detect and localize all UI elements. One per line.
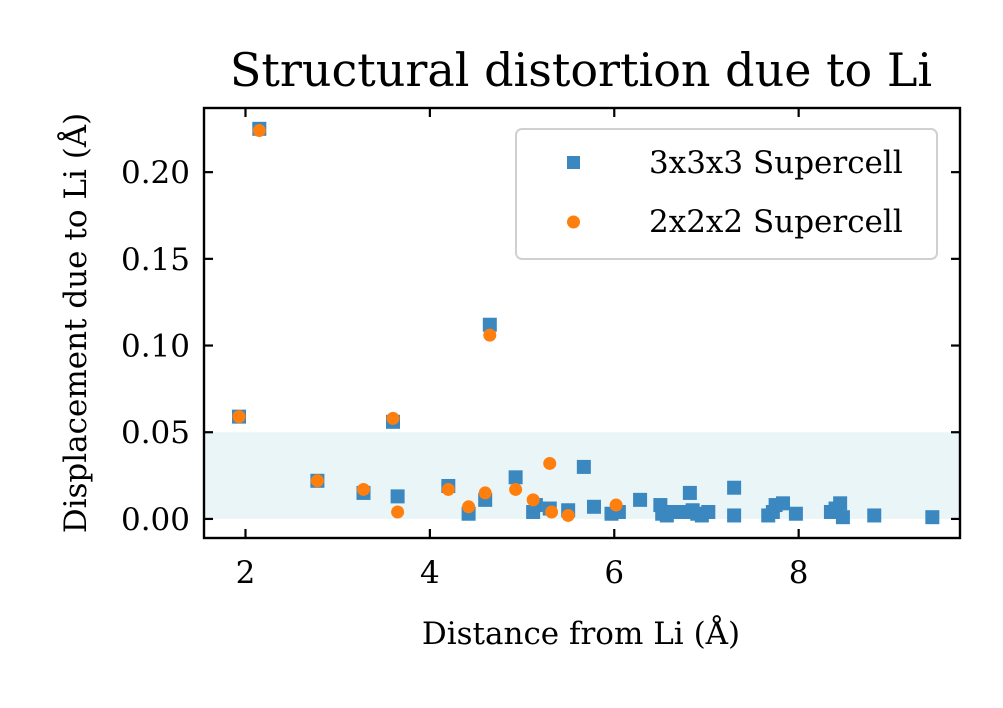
- data-point-square: [701, 504, 716, 519]
- data-point-square: [390, 489, 405, 504]
- y-tick-label: 0.15: [121, 242, 190, 278]
- x-tick-label: 4: [420, 555, 440, 591]
- data-point-square: [633, 492, 648, 507]
- data-point-circle: [526, 493, 540, 507]
- x-tick-label: 6: [604, 555, 624, 591]
- y-tick-label: 0.10: [121, 329, 190, 365]
- legend: 3x3x3 Supercell 2x2x2 Supercell: [515, 128, 938, 260]
- data-point-circle: [509, 482, 523, 496]
- x-axis-label: Distance from Li (Å): [422, 614, 740, 652]
- data-point-square: [664, 504, 679, 519]
- data-point-square: [508, 470, 523, 485]
- data-points: [232, 121, 940, 525]
- data-point-circle: [441, 482, 455, 496]
- legend-marker-3x3x3: [567, 156, 580, 169]
- data-point-square: [727, 508, 742, 523]
- data-point-circle: [483, 328, 497, 342]
- y-tick-label: 0.05: [121, 415, 190, 451]
- data-point-square: [482, 317, 497, 332]
- data-point-square: [833, 496, 848, 511]
- legend-label-3x3x3: 3x3x3 Supercell: [649, 145, 903, 181]
- data-point-circle: [391, 505, 405, 519]
- data-point-circle: [252, 124, 266, 138]
- data-point-square: [775, 496, 790, 511]
- data-point-circle: [478, 486, 492, 500]
- x-axis: 2 4 6 8: [236, 108, 809, 591]
- legend-marker-2x2x2: [567, 215, 580, 229]
- data-point-square: [925, 510, 940, 525]
- data-point-circle: [543, 456, 557, 470]
- y-tick-label: 0.20: [121, 155, 190, 191]
- data-point-square: [586, 499, 601, 514]
- legend-label-2x2x2: 2x2x2 Supercell: [649, 204, 903, 240]
- y-tick-label: 0.00: [121, 502, 190, 538]
- data-point-square: [867, 508, 882, 523]
- data-point-circle: [561, 508, 575, 522]
- legend-box: [515, 128, 938, 260]
- data-point-square: [835, 510, 850, 525]
- data-point-circle: [462, 500, 476, 514]
- data-point-circle: [545, 505, 559, 519]
- data-point-square: [727, 480, 742, 495]
- data-point-circle: [310, 474, 324, 488]
- data-point-circle: [386, 411, 400, 425]
- series-2: [232, 124, 623, 522]
- data-point-circle: [609, 498, 623, 512]
- data-point-circle: [356, 482, 370, 496]
- data-point-square: [682, 485, 697, 500]
- y-axis: 0.00 0.05 0.10 0.15 0.20: [121, 155, 960, 538]
- y-axis-label: Displacement due to Li (Å): [56, 113, 94, 534]
- data-point-square: [576, 459, 591, 474]
- data-point-square: [788, 506, 803, 521]
- x-tick-label: 8: [789, 555, 809, 591]
- x-tick-label: 2: [236, 555, 256, 591]
- data-point-circle: [232, 410, 246, 424]
- chart-title: Structural distortion due to Li: [230, 43, 932, 97]
- plot-frame: [202, 106, 962, 540]
